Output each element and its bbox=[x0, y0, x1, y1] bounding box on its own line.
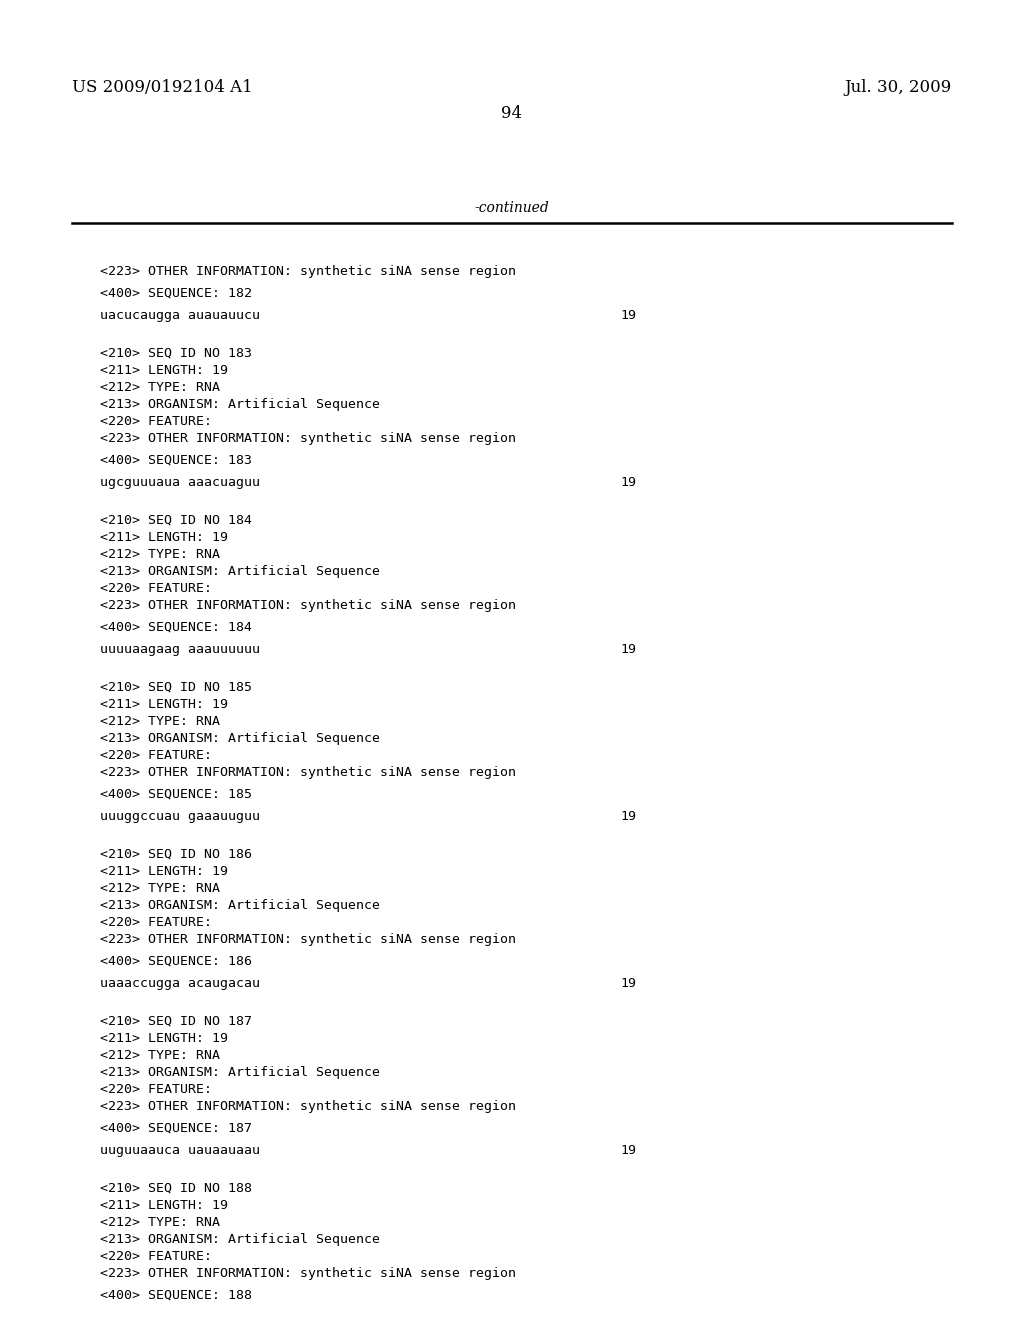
Text: <223> OTHER INFORMATION: synthetic siNA sense region: <223> OTHER INFORMATION: synthetic siNA … bbox=[100, 1267, 516, 1280]
Text: <223> OTHER INFORMATION: synthetic siNA sense region: <223> OTHER INFORMATION: synthetic siNA … bbox=[100, 1100, 516, 1113]
Text: <211> LENGTH: 19: <211> LENGTH: 19 bbox=[100, 698, 228, 711]
Text: <212> TYPE: RNA: <212> TYPE: RNA bbox=[100, 1216, 220, 1229]
Text: <211> LENGTH: 19: <211> LENGTH: 19 bbox=[100, 1032, 228, 1045]
Text: <220> FEATURE:: <220> FEATURE: bbox=[100, 582, 212, 595]
Text: <211> LENGTH: 19: <211> LENGTH: 19 bbox=[100, 364, 228, 378]
Text: <223> OTHER INFORMATION: synthetic siNA sense region: <223> OTHER INFORMATION: synthetic siNA … bbox=[100, 766, 516, 779]
Text: <220> FEATURE:: <220> FEATURE: bbox=[100, 748, 212, 762]
Text: <210> SEQ ID NO 186: <210> SEQ ID NO 186 bbox=[100, 847, 252, 861]
Text: <213> ORGANISM: Artificial Sequence: <213> ORGANISM: Artificial Sequence bbox=[100, 399, 380, 411]
Text: <212> TYPE: RNA: <212> TYPE: RNA bbox=[100, 381, 220, 393]
Text: uuguuaauca uauaauaau: uuguuaauca uauaauaau bbox=[100, 1144, 260, 1158]
Text: 19: 19 bbox=[620, 477, 636, 488]
Text: uuuuaagaag aaauuuuuu: uuuuaagaag aaauuuuuu bbox=[100, 643, 260, 656]
Text: -continued: -continued bbox=[475, 201, 549, 215]
Text: <210> SEQ ID NO 187: <210> SEQ ID NO 187 bbox=[100, 1015, 252, 1028]
Text: ugcguuuaua aaacuaguu: ugcguuuaua aaacuaguu bbox=[100, 477, 260, 488]
Text: <400> SEQUENCE: 188: <400> SEQUENCE: 188 bbox=[100, 1290, 252, 1302]
Text: <400> SEQUENCE: 187: <400> SEQUENCE: 187 bbox=[100, 1122, 252, 1135]
Text: uuuggccuau gaaauuguu: uuuggccuau gaaauuguu bbox=[100, 810, 260, 822]
Text: uacucaugga auauauucu: uacucaugga auauauucu bbox=[100, 309, 260, 322]
Text: Jul. 30, 2009: Jul. 30, 2009 bbox=[845, 79, 952, 96]
Text: <223> OTHER INFORMATION: synthetic siNA sense region: <223> OTHER INFORMATION: synthetic siNA … bbox=[100, 599, 516, 612]
Text: <220> FEATURE:: <220> FEATURE: bbox=[100, 1250, 212, 1263]
Text: 19: 19 bbox=[620, 1144, 636, 1158]
Text: <213> ORGANISM: Artificial Sequence: <213> ORGANISM: Artificial Sequence bbox=[100, 1233, 380, 1246]
Text: <213> ORGANISM: Artificial Sequence: <213> ORGANISM: Artificial Sequence bbox=[100, 899, 380, 912]
Text: <211> LENGTH: 19: <211> LENGTH: 19 bbox=[100, 1199, 228, 1212]
Text: <400> SEQUENCE: 186: <400> SEQUENCE: 186 bbox=[100, 954, 252, 968]
Text: <400> SEQUENCE: 183: <400> SEQUENCE: 183 bbox=[100, 454, 252, 467]
Text: <213> ORGANISM: Artificial Sequence: <213> ORGANISM: Artificial Sequence bbox=[100, 1067, 380, 1078]
Text: 19: 19 bbox=[620, 810, 636, 822]
Text: <210> SEQ ID NO 185: <210> SEQ ID NO 185 bbox=[100, 681, 252, 694]
Text: <220> FEATURE:: <220> FEATURE: bbox=[100, 414, 212, 428]
Text: <400> SEQUENCE: 184: <400> SEQUENCE: 184 bbox=[100, 620, 252, 634]
Text: US 2009/0192104 A1: US 2009/0192104 A1 bbox=[72, 79, 253, 96]
Text: <212> TYPE: RNA: <212> TYPE: RNA bbox=[100, 548, 220, 561]
Text: <212> TYPE: RNA: <212> TYPE: RNA bbox=[100, 1049, 220, 1063]
Text: <210> SEQ ID NO 183: <210> SEQ ID NO 183 bbox=[100, 347, 252, 360]
Text: <220> FEATURE:: <220> FEATURE: bbox=[100, 916, 212, 929]
Text: 94: 94 bbox=[502, 104, 522, 121]
Text: <223> OTHER INFORMATION: synthetic siNA sense region: <223> OTHER INFORMATION: synthetic siNA … bbox=[100, 432, 516, 445]
Text: <213> ORGANISM: Artificial Sequence: <213> ORGANISM: Artificial Sequence bbox=[100, 565, 380, 578]
Text: <213> ORGANISM: Artificial Sequence: <213> ORGANISM: Artificial Sequence bbox=[100, 733, 380, 744]
Text: <220> FEATURE:: <220> FEATURE: bbox=[100, 1082, 212, 1096]
Text: <223> OTHER INFORMATION: synthetic siNA sense region: <223> OTHER INFORMATION: synthetic siNA … bbox=[100, 265, 516, 279]
Text: 19: 19 bbox=[620, 309, 636, 322]
Text: <212> TYPE: RNA: <212> TYPE: RNA bbox=[100, 882, 220, 895]
Text: <400> SEQUENCE: 182: <400> SEQUENCE: 182 bbox=[100, 286, 252, 300]
Text: <211> LENGTH: 19: <211> LENGTH: 19 bbox=[100, 531, 228, 544]
Text: <223> OTHER INFORMATION: synthetic siNA sense region: <223> OTHER INFORMATION: synthetic siNA … bbox=[100, 933, 516, 946]
Text: <212> TYPE: RNA: <212> TYPE: RNA bbox=[100, 715, 220, 729]
Text: <210> SEQ ID NO 184: <210> SEQ ID NO 184 bbox=[100, 513, 252, 527]
Text: <211> LENGTH: 19: <211> LENGTH: 19 bbox=[100, 865, 228, 878]
Text: <210> SEQ ID NO 188: <210> SEQ ID NO 188 bbox=[100, 1181, 252, 1195]
Text: 19: 19 bbox=[620, 977, 636, 990]
Text: 19: 19 bbox=[620, 643, 636, 656]
Text: uaaaccugga acaugacau: uaaaccugga acaugacau bbox=[100, 977, 260, 990]
Text: <400> SEQUENCE: 185: <400> SEQUENCE: 185 bbox=[100, 788, 252, 801]
